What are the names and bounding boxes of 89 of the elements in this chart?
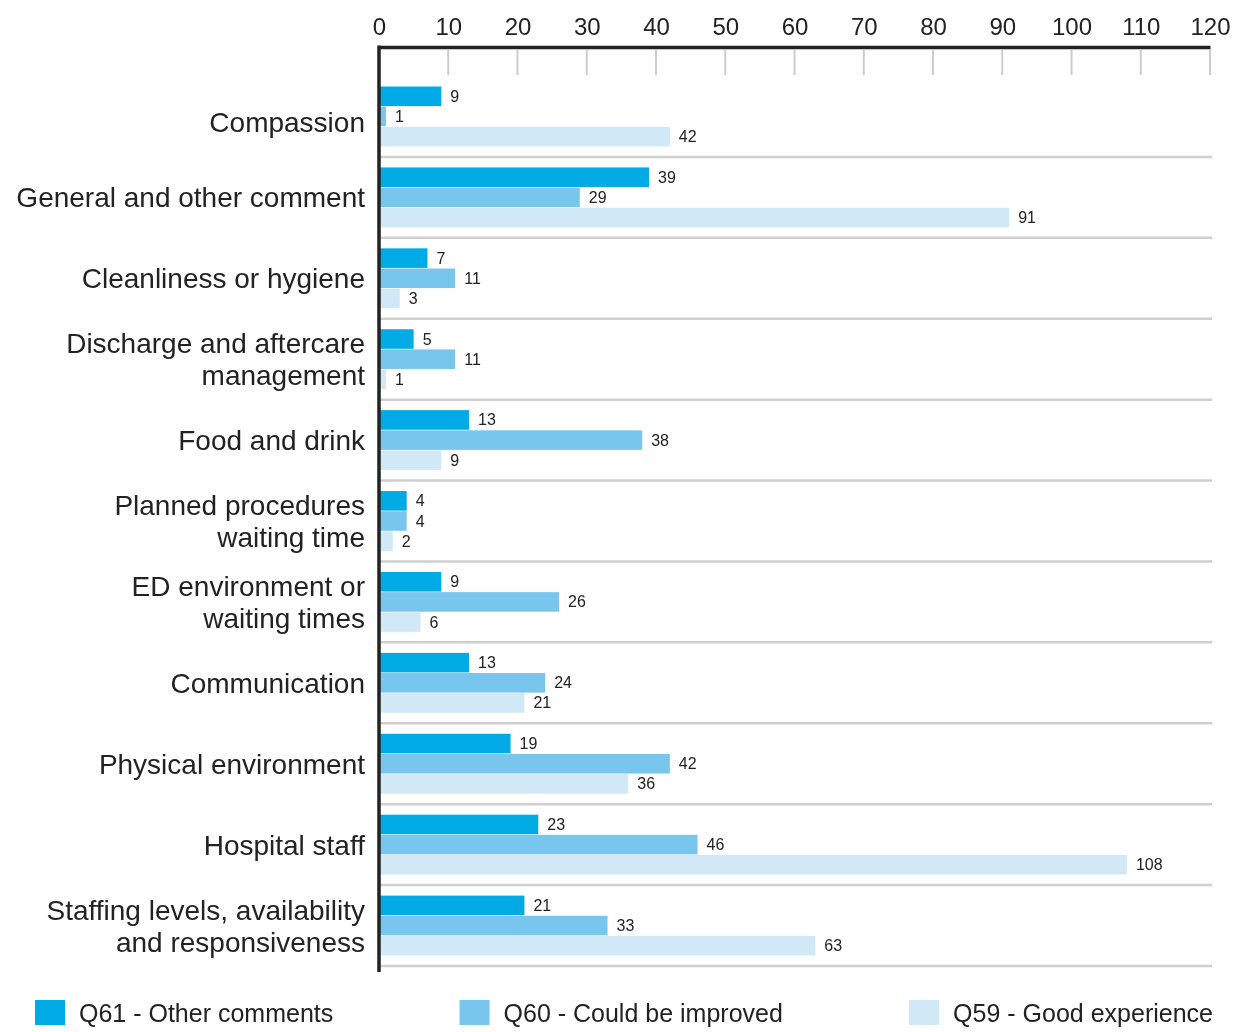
data-label: 39 bbox=[658, 168, 676, 186]
data-label: 33 bbox=[616, 917, 635, 935]
x-tick-label: 50 bbox=[712, 13, 740, 40]
y-tick-label: Planned procedures waiting time bbox=[114, 489, 365, 553]
x-tick-label: 110 bbox=[1122, 13, 1161, 40]
bar bbox=[379, 349, 456, 369]
bar bbox=[379, 167, 650, 187]
data-label: 46 bbox=[706, 836, 725, 854]
data-label: 42 bbox=[678, 755, 697, 773]
x-tick-label: 30 bbox=[573, 13, 601, 40]
x-tick-label: 0 bbox=[372, 13, 387, 40]
data-label: 9 bbox=[450, 87, 460, 105]
y-tick-label: Communication bbox=[170, 667, 365, 699]
data-label: 4 bbox=[415, 512, 425, 530]
bar bbox=[379, 410, 470, 430]
bar bbox=[379, 733, 511, 754]
bar bbox=[379, 430, 643, 450]
data-label: 13 bbox=[478, 411, 496, 429]
data-label: 11 bbox=[464, 269, 481, 287]
bar bbox=[379, 612, 421, 632]
data-label: 7 bbox=[436, 249, 446, 267]
bar bbox=[379, 450, 442, 471]
y-tick-label: Compassion bbox=[209, 106, 365, 138]
y-tick-label: Staffing levels, availability and responsiveness bbox=[46, 894, 365, 958]
bar bbox=[379, 187, 580, 208]
bar bbox=[379, 268, 456, 289]
y-tick-label: Cleanliness or hygiene bbox=[81, 262, 365, 294]
y-tick-label: Discharge and aftercare management bbox=[66, 327, 366, 391]
data-label: 9 bbox=[450, 451, 460, 469]
data-label: 2 bbox=[401, 532, 411, 550]
x-tick-label: 20 bbox=[504, 13, 532, 40]
bar bbox=[379, 329, 414, 349]
bar bbox=[379, 652, 470, 673]
data-label: 38 bbox=[651, 431, 670, 449]
data-label: 24 bbox=[554, 674, 573, 692]
bar bbox=[379, 126, 670, 147]
x-tick-label: 40 bbox=[643, 13, 670, 40]
bar bbox=[379, 592, 560, 612]
x-tick-label: 100 bbox=[1051, 13, 1093, 40]
legend-label: Q59 - Good experience bbox=[953, 999, 1214, 1027]
data-label: 21 bbox=[533, 896, 552, 914]
y-tick-label: Physical environment bbox=[98, 748, 366, 780]
y-tick-label: Food and drink bbox=[178, 424, 366, 456]
data-label: 91 bbox=[1018, 209, 1037, 227]
x-tick-label: 60 bbox=[781, 13, 809, 40]
data-label: 13 bbox=[478, 654, 496, 672]
data-label: 63 bbox=[824, 937, 843, 955]
data-label: 4 bbox=[415, 492, 425, 510]
x-tick-label: 10 bbox=[435, 13, 463, 40]
data-label: 9 bbox=[450, 573, 460, 591]
data-label: 21 bbox=[533, 694, 552, 712]
data-label: 1 bbox=[394, 370, 404, 388]
x-tick-label: 70 bbox=[850, 13, 878, 40]
legend-label: Q61 - Other comments bbox=[79, 999, 334, 1027]
bar bbox=[379, 511, 407, 531]
data-label: 5 bbox=[422, 330, 432, 348]
data-label: 29 bbox=[588, 188, 607, 206]
data-label: 36 bbox=[637, 775, 656, 793]
bar bbox=[379, 834, 698, 855]
bar bbox=[379, 86, 442, 107]
data-label: 108 bbox=[1135, 856, 1163, 874]
data-label: 1 bbox=[394, 107, 404, 125]
data-label: 19 bbox=[519, 735, 538, 753]
data-label: 11 bbox=[464, 350, 481, 368]
y-tick-label: ED environment or waiting times bbox=[131, 570, 365, 634]
bar bbox=[379, 855, 1127, 875]
y-tick-label: Hospital staff bbox=[203, 829, 366, 861]
y-tick-label: General and other comment bbox=[16, 181, 366, 213]
bar bbox=[379, 673, 546, 693]
x-tick-label: 120 bbox=[1190, 13, 1231, 40]
data-label: 42 bbox=[678, 128, 697, 146]
data-label: 6 bbox=[429, 613, 439, 631]
data-label: 26 bbox=[568, 593, 586, 611]
bar bbox=[379, 571, 442, 592]
bar bbox=[379, 935, 816, 956]
data-label: 23 bbox=[547, 815, 566, 833]
bar bbox=[379, 814, 539, 835]
bar bbox=[379, 693, 525, 713]
bar bbox=[379, 491, 407, 511]
bar bbox=[379, 248, 428, 268]
data-label: 3 bbox=[408, 289, 418, 307]
bar bbox=[379, 753, 670, 774]
bar bbox=[379, 774, 629, 794]
bar bbox=[379, 895, 525, 916]
legend-label: Q60 - Could be improved bbox=[503, 999, 783, 1027]
x-tick-label: 90 bbox=[989, 13, 1017, 40]
bar bbox=[379, 207, 1010, 228]
bar bbox=[379, 915, 608, 936]
x-tick-label: 80 bbox=[920, 13, 947, 40]
